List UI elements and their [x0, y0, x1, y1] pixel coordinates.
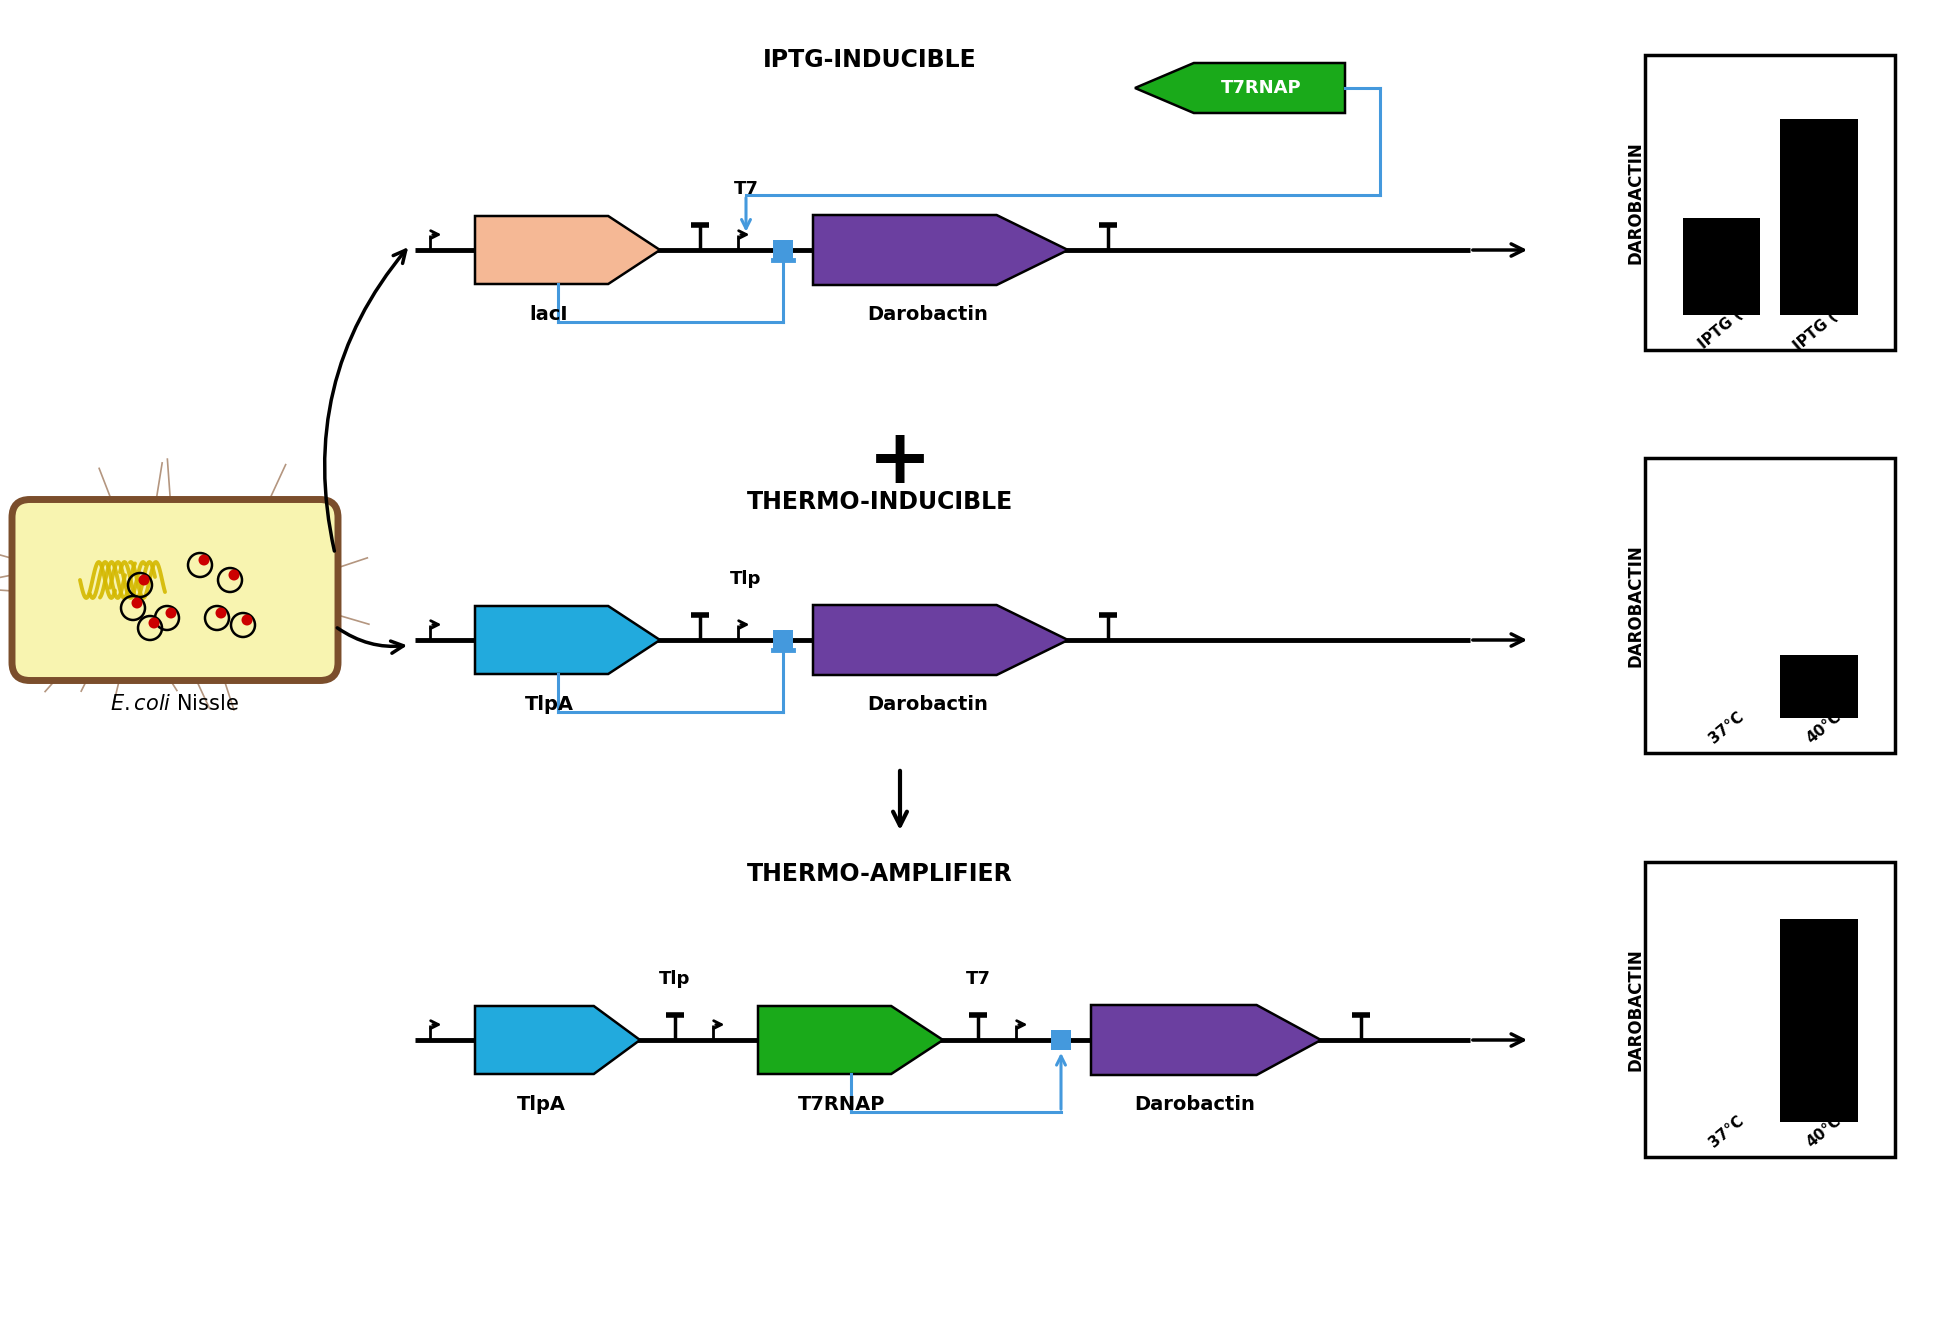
Text: lacI: lacI [531, 305, 568, 325]
Text: THERMO-AMPLIFIER: THERMO-AMPLIFIER [746, 863, 1013, 886]
Text: Darobactin: Darobactin [867, 696, 988, 714]
Circle shape [132, 598, 142, 608]
Text: DAROBACTIN: DAROBACTIN [1625, 142, 1645, 264]
Text: IPTG (+): IPTG (+) [1790, 295, 1857, 354]
Polygon shape [474, 1006, 640, 1075]
Text: THERMO-INDUCIBLE: THERMO-INDUCIBLE [746, 490, 1013, 514]
Text: T7RNAP: T7RNAP [1221, 80, 1301, 97]
Text: $\it{E. coli}$ Nissle: $\it{E. coli}$ Nissle [111, 694, 239, 714]
Bar [1645, 863, 1895, 1157]
Polygon shape [474, 216, 661, 284]
Circle shape [241, 615, 253, 625]
Text: IPTG (-): IPTG (-) [1697, 298, 1755, 351]
Text: IPTG-INDUCIBLE: IPTG-INDUCIBLE [764, 48, 978, 72]
Text: Tlp: Tlp [659, 970, 690, 988]
Text: Darobactin: Darobactin [867, 305, 988, 325]
Bar [774, 629, 793, 651]
Circle shape [198, 554, 210, 566]
Text: Darobactin: Darobactin [1133, 1094, 1256, 1114]
Bar [774, 240, 793, 260]
FancyBboxPatch shape [12, 500, 338, 681]
Text: 37°C: 37°C [1707, 1113, 1746, 1150]
Text: TlpA: TlpA [517, 1094, 566, 1114]
Polygon shape [813, 215, 1067, 285]
Circle shape [148, 617, 159, 628]
Polygon shape [474, 606, 661, 674]
Bar [1645, 56, 1895, 350]
Circle shape [216, 607, 227, 619]
Text: 37°C: 37°C [1707, 709, 1746, 746]
Text: DAROBACTIN: DAROBACTIN [1625, 949, 1645, 1071]
Text: T7: T7 [966, 970, 989, 988]
Text: T7: T7 [733, 180, 758, 197]
Text: Tlp: Tlp [731, 570, 762, 588]
Bar [1781, 920, 1858, 1121]
Polygon shape [758, 1006, 943, 1075]
Text: 40°C: 40°C [1804, 1113, 1843, 1150]
Polygon shape [1091, 1004, 1322, 1075]
Bar [1682, 217, 1759, 314]
Circle shape [165, 607, 177, 619]
Text: T7RNAP: T7RNAP [797, 1094, 885, 1114]
Bar [1781, 119, 1858, 314]
Circle shape [138, 575, 150, 586]
Text: +: + [869, 425, 931, 500]
Text: DAROBACTIN: DAROBACTIN [1625, 545, 1645, 666]
Bar [1052, 1030, 1071, 1049]
Bar [1781, 656, 1858, 718]
Bar [1645, 458, 1895, 753]
Text: TlpA: TlpA [525, 696, 573, 714]
Text: 40°C: 40°C [1804, 709, 1843, 746]
Polygon shape [1135, 64, 1345, 113]
Circle shape [229, 570, 239, 580]
Polygon shape [813, 606, 1067, 674]
